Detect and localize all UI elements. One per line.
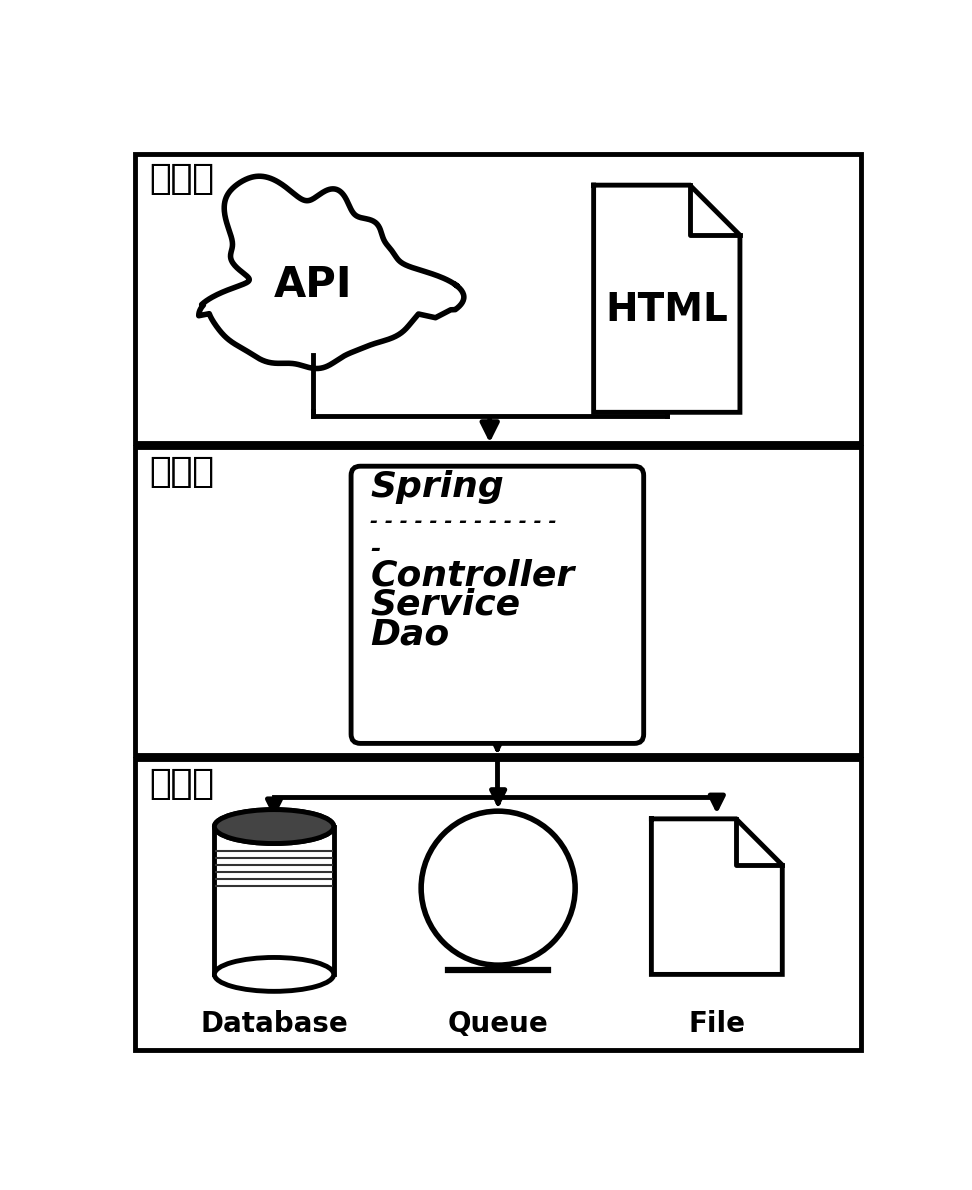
Text: -: - [370,537,381,560]
Text: 表现层: 表现层 [150,162,214,196]
Polygon shape [594,186,740,412]
Text: Database: Database [200,1010,348,1039]
Text: Spring: Spring [370,470,504,505]
Bar [135,759,861,1050]
Text: File: File [688,1010,746,1039]
Text: Service: Service [370,588,520,622]
Ellipse shape [215,809,333,844]
Text: Dao: Dao [370,618,450,651]
Text: HTML: HTML [606,292,728,330]
Text: 持久层: 持久层 [150,766,214,801]
Text: 逻辑层: 逻辑层 [150,455,214,489]
Text: Queue: Queue [448,1010,548,1039]
Polygon shape [651,819,782,975]
Text: - - - - - - - - - - - - -: - - - - - - - - - - - - - [370,512,557,531]
Text: Controller: Controller [370,558,574,593]
Text: 表现层: 表现层 [150,162,214,196]
Bar [135,155,861,443]
FancyBboxPatch shape [351,466,643,744]
Bar [135,447,861,754]
Ellipse shape [215,958,333,991]
Bar [215,827,333,975]
Circle shape [421,812,575,965]
Text: 持久层: 持久层 [150,766,214,801]
Text: 逻辑层: 逻辑层 [150,455,214,489]
Ellipse shape [215,809,333,844]
Polygon shape [198,176,464,369]
Text: API: API [273,264,352,306]
